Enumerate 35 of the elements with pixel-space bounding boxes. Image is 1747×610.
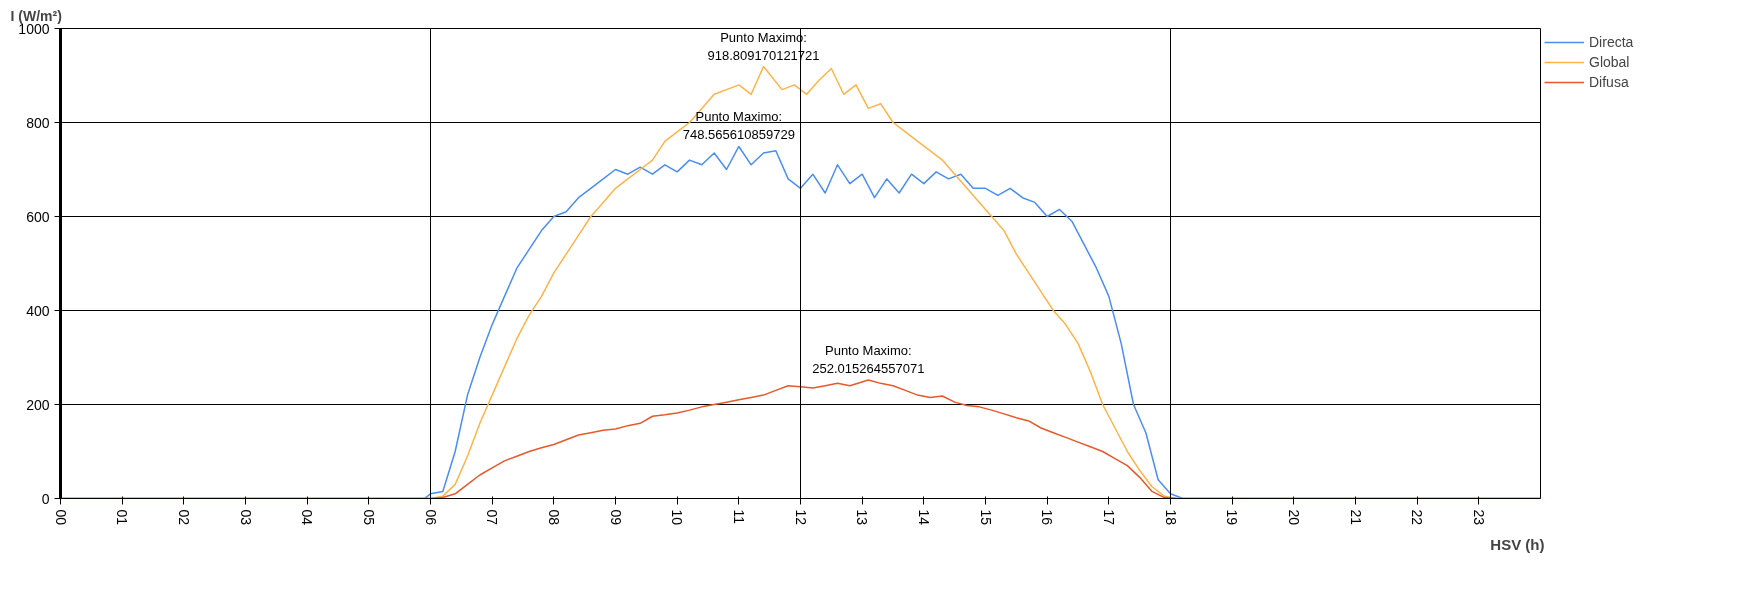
x-tick-label: 20 xyxy=(1285,509,1302,526)
x-tick-label: 17 xyxy=(1100,509,1117,526)
x-tick-label: 13 xyxy=(854,509,871,526)
x-tick-label: 07 xyxy=(484,509,501,526)
y-tick-label: 0 xyxy=(41,490,50,507)
x-tick-label: 14 xyxy=(915,509,932,526)
x-tick-label: 15 xyxy=(977,509,994,526)
x-tick-label: 06 xyxy=(422,509,439,526)
x-tick-label: 21 xyxy=(1347,509,1364,526)
x-tick-label: 08 xyxy=(545,509,562,526)
legend-label: Global xyxy=(1589,54,1630,70)
x-tick-label: 12 xyxy=(792,509,809,526)
x-tick-label: 03 xyxy=(237,509,254,526)
x-tick-label: 05 xyxy=(360,509,377,526)
x-tick-label: 18 xyxy=(1162,509,1179,526)
annotation: Punto Maximo: 252.015264557071 xyxy=(812,343,925,377)
x-tick-label: 04 xyxy=(299,509,316,526)
x-tick-label: 11 xyxy=(730,509,747,525)
annotation: Punto Maximo: 748.565610859729 xyxy=(682,109,795,143)
x-tick-label: 23 xyxy=(1470,509,1487,526)
x-tick-label: 16 xyxy=(1039,509,1056,526)
x-tick-label: 09 xyxy=(607,509,624,526)
y-tick-label: 200 xyxy=(26,396,50,413)
x-axis-title: HSV (h) xyxy=(1490,535,1545,553)
x-tick-label: 01 xyxy=(114,509,131,526)
x-tick-label: 00 xyxy=(52,509,69,526)
legend-label: Directa xyxy=(1589,34,1634,50)
y-tick-label: 800 xyxy=(26,114,50,131)
x-tick-label: 02 xyxy=(175,509,192,526)
x-tick-label: 22 xyxy=(1409,509,1426,526)
y-tick-label: 600 xyxy=(26,208,50,225)
x-tick-label: 19 xyxy=(1224,509,1241,526)
legend-label: Difusa xyxy=(1589,74,1629,90)
x-tick-label: 10 xyxy=(669,509,686,526)
y-tick-label: 400 xyxy=(26,302,50,319)
